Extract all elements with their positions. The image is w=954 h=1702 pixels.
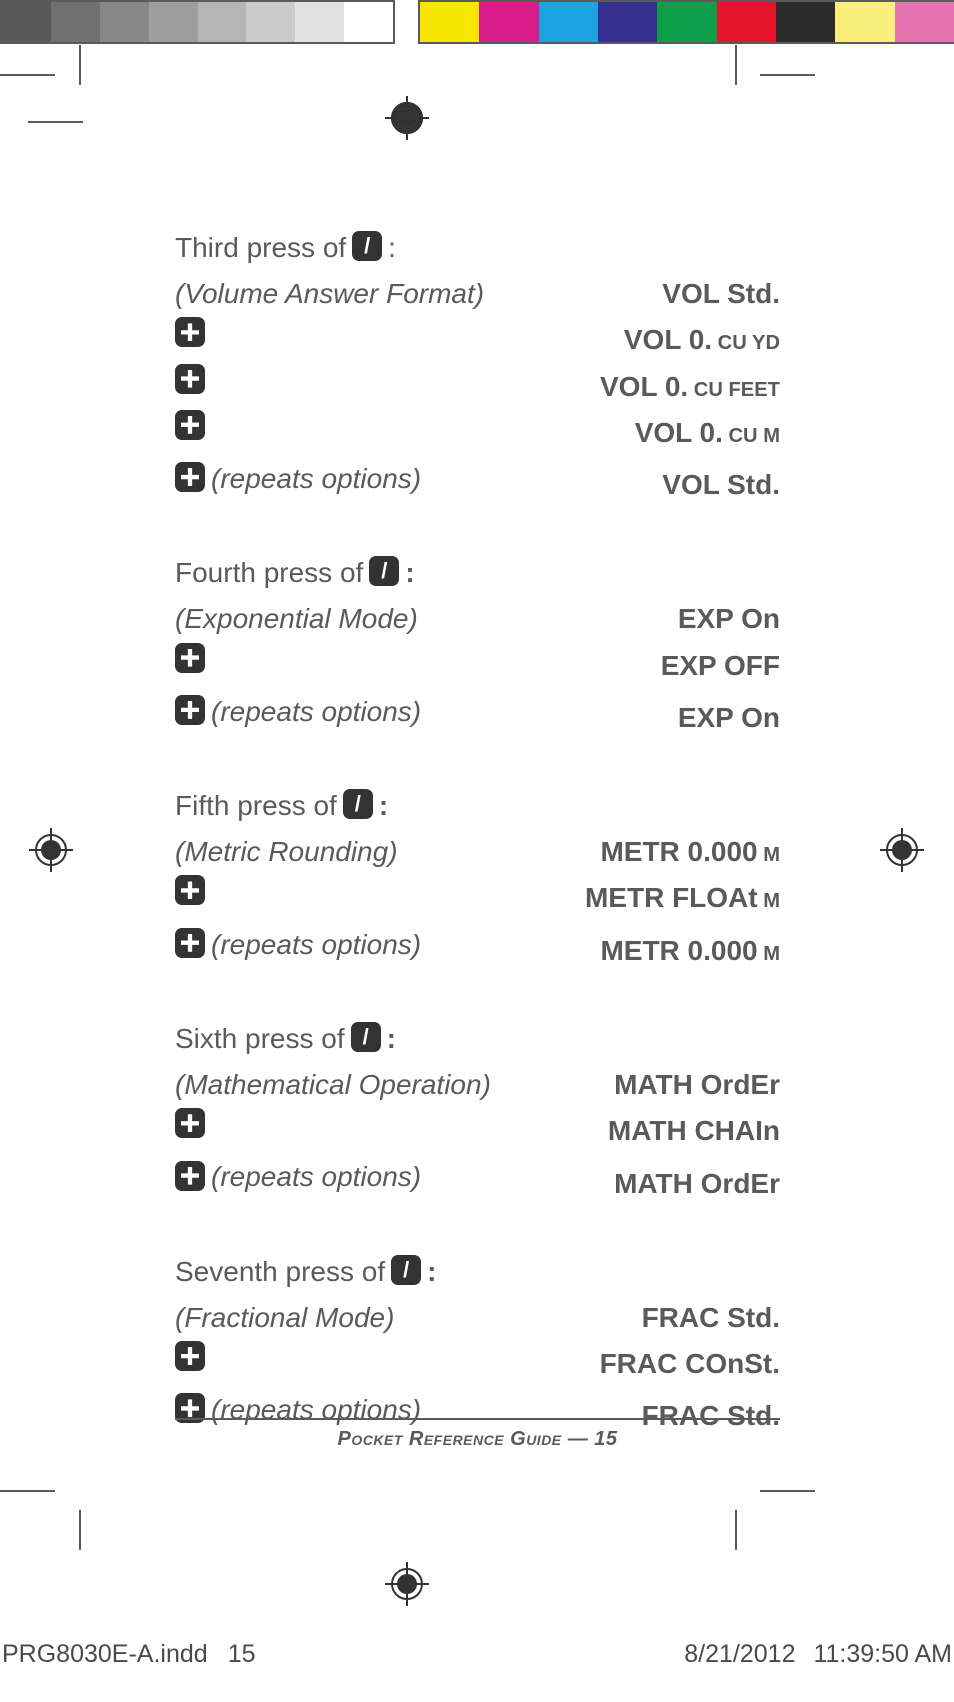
crop-mark xyxy=(28,121,83,123)
registration-mark-icon xyxy=(27,826,75,874)
option-row: VOL 0. CU M xyxy=(175,410,780,456)
option-value: FRAC COnSt. xyxy=(600,1341,780,1387)
option-value: MATH CHAIn xyxy=(608,1108,780,1154)
heading-value: MATH OrdEr xyxy=(614,1062,780,1108)
heading-suffix: : xyxy=(427,1249,436,1295)
heading-suffix: : xyxy=(387,1016,396,1062)
settings-section: Seventh press of :(Fractional Mode)FRAC … xyxy=(175,1249,780,1440)
crop-mark xyxy=(0,74,55,76)
footer-text: Pocket Reference Guide — 15 xyxy=(175,1428,780,1451)
option-row: EXP OFF xyxy=(175,643,780,689)
heading-text: Third press of xyxy=(175,225,346,271)
slash-key-icon xyxy=(369,556,399,586)
heading-suffix: : xyxy=(379,783,388,829)
option-value: VOL 0. CU YD xyxy=(624,317,780,363)
settings-section: Fifth press of :(Metric Rounding)METR 0.… xyxy=(175,783,780,974)
crop-mark xyxy=(79,45,81,85)
heading-value: EXP On xyxy=(678,596,780,642)
option-row: FRAC COnSt. xyxy=(175,1341,780,1387)
plus-key-icon xyxy=(175,928,205,958)
option-value: EXP OFF xyxy=(661,643,780,689)
option-row: VOL 0. CU YD xyxy=(175,317,780,363)
plus-key-icon xyxy=(175,875,205,905)
registration-mark-icon xyxy=(383,1560,431,1608)
option-note: (repeats options) xyxy=(211,1154,421,1200)
option-value: VOL Std. xyxy=(662,462,780,508)
heading-text: Sixth press of xyxy=(175,1016,345,1062)
slug-time: 11:39:50 AM xyxy=(813,1640,952,1669)
color-calibration-bar xyxy=(418,0,954,44)
option-row: (repeats options) EXP On xyxy=(175,689,780,741)
heading-text: Fifth press of xyxy=(175,783,337,829)
plus-key-icon xyxy=(175,410,205,440)
option-row: (repeats options) VOL Std. xyxy=(175,456,780,508)
plus-key-icon xyxy=(175,317,205,347)
crop-mark xyxy=(735,45,737,85)
option-value: VOL 0. CU FEET xyxy=(600,364,780,410)
option-row: MATH CHAIn xyxy=(175,1108,780,1154)
heading-suffix: : xyxy=(388,225,396,271)
print-slug: PRG8030E-A.indd 15 8/21/2012 11:39:50 AM xyxy=(0,1640,954,1669)
plus-key-icon xyxy=(175,364,205,394)
option-value: VOL 0. CU M xyxy=(635,410,780,456)
heading-suffix: : xyxy=(405,550,414,596)
heading-text: Seventh press of xyxy=(175,1249,385,1295)
heading-value: METR 0.000 M xyxy=(600,829,780,875)
crop-mark xyxy=(0,1490,55,1492)
crop-mark xyxy=(79,1510,81,1550)
slug-filename: PRG8030E-A.indd xyxy=(2,1640,208,1669)
footer-divider xyxy=(175,1418,780,1420)
plus-key-icon xyxy=(175,695,205,725)
heading-value: VOL Std. xyxy=(662,271,780,317)
option-row: METR FLOAt M xyxy=(175,875,780,921)
heading-text: Fourth press of xyxy=(175,550,363,596)
option-value: EXP On xyxy=(678,695,780,741)
heading-subtitle: (Volume Answer Format) xyxy=(175,271,662,317)
crop-mark xyxy=(735,1510,737,1550)
option-value: METR FLOAt M xyxy=(585,875,780,921)
option-row: VOL 0. CU FEET xyxy=(175,364,780,410)
slash-key-icon xyxy=(352,231,382,261)
plus-key-icon xyxy=(175,1161,205,1191)
heading-subtitle: (Metric Rounding) xyxy=(175,829,600,875)
option-note: (repeats options) xyxy=(211,689,421,735)
plus-key-icon xyxy=(175,462,205,492)
option-row: (repeats options) MATH OrdEr xyxy=(175,1154,780,1206)
heading-subtitle: (Exponential Mode) xyxy=(175,596,678,642)
slash-key-icon xyxy=(351,1022,381,1052)
option-value: METR 0.000 M xyxy=(600,928,780,974)
option-note: (repeats options) xyxy=(211,922,421,968)
registration-mark-icon xyxy=(383,94,431,142)
option-value: MATH OrdEr xyxy=(614,1161,780,1207)
plus-key-icon xyxy=(175,1341,205,1371)
option-note: (repeats options) xyxy=(211,1387,421,1433)
settings-section: Fourth press of :(Exponential Mode)EXP O… xyxy=(175,550,780,741)
crop-mark xyxy=(760,1490,815,1492)
grayscale-calibration-bar xyxy=(0,0,395,44)
heading-subtitle: (Fractional Mode) xyxy=(175,1295,642,1341)
registration-mark-icon xyxy=(878,826,926,874)
option-row: (repeats options) METR 0.000 M xyxy=(175,922,780,974)
slash-key-icon xyxy=(391,1255,421,1285)
settings-section: Third press of :(Volume Answer Format)VO… xyxy=(175,225,780,508)
heading-value: FRAC Std. xyxy=(642,1295,780,1341)
page-content: Third press of :(Volume Answer Format)VO… xyxy=(175,225,780,1482)
plus-key-icon xyxy=(175,1108,205,1138)
heading-subtitle: (Mathematical Operation) xyxy=(175,1062,614,1108)
slug-page: 15 xyxy=(228,1640,256,1669)
slug-date: 8/21/2012 xyxy=(684,1640,795,1669)
slash-key-icon xyxy=(343,789,373,819)
option-note: (repeats options) xyxy=(211,456,421,502)
settings-section: Sixth press of :(Mathematical Operation)… xyxy=(175,1016,780,1207)
crop-mark xyxy=(760,74,815,76)
plus-key-icon xyxy=(175,643,205,673)
